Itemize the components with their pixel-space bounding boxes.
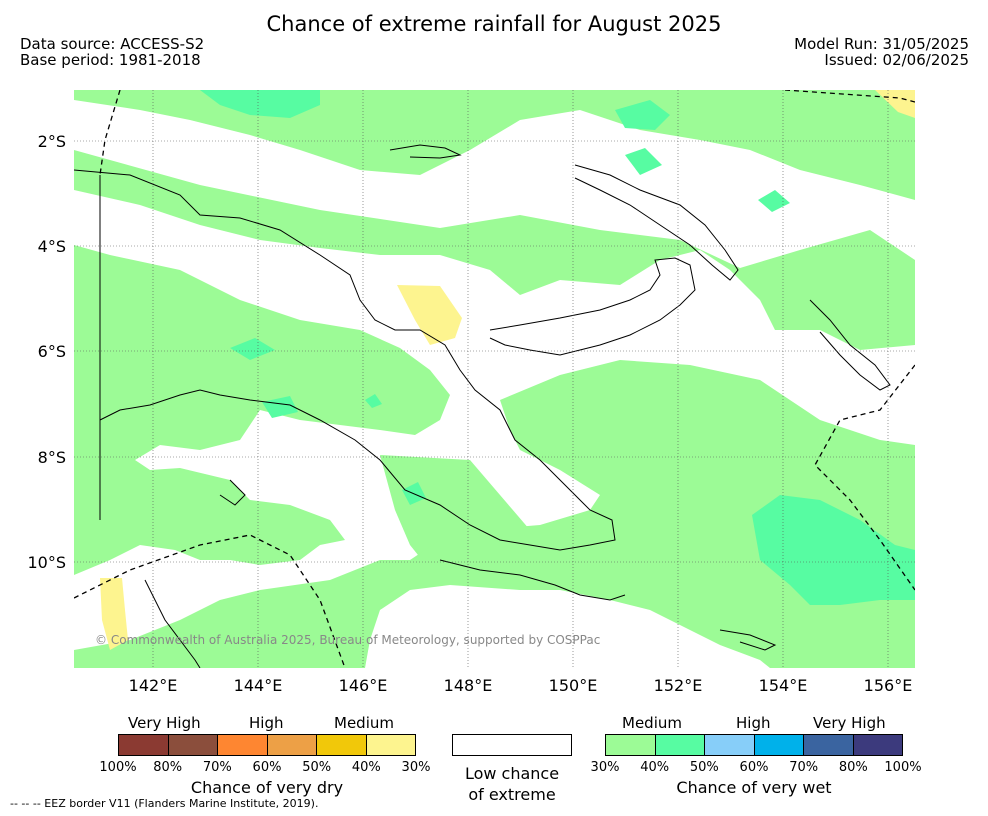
legend-wet-caption: Chance of very wet xyxy=(676,778,832,797)
legend-tick-label: 60% xyxy=(252,760,282,775)
legend-swatch xyxy=(655,735,705,755)
longitude-labels: 142°E 144°E 146°E 148°E 150°E 152°E 154°E 156°E xyxy=(129,676,913,695)
legend-dry-caption: Chance of very dry xyxy=(190,778,344,797)
eez-border-west xyxy=(99,90,121,176)
legend-swatch xyxy=(218,735,268,755)
wet-high-area-southeast xyxy=(752,495,915,605)
header-left: Data source: ACCESS-S2 Base period: 1981… xyxy=(20,36,204,68)
longitude-label: 150°E xyxy=(549,676,598,695)
legend-tick-label: 40% xyxy=(351,760,381,775)
wet-high-area-1 xyxy=(200,90,320,118)
legend-dry-very-high: Very High xyxy=(128,714,201,732)
latitude-label: 6°S xyxy=(38,342,66,361)
legend-wet-colorbar xyxy=(605,734,903,756)
wet-high-area-4 xyxy=(758,190,790,212)
dry-low-area-1 xyxy=(397,285,462,345)
legend-tick-label: 30% xyxy=(401,760,431,775)
latitude-label: 10°S xyxy=(27,553,66,572)
legend-tick-label: 70% xyxy=(789,760,819,775)
legend-swatch xyxy=(606,735,656,755)
legend-tick-label: 50% xyxy=(302,760,332,775)
legend-dry-medium: Medium xyxy=(334,714,394,732)
legend-tick-label: 70% xyxy=(202,760,232,775)
legend-swatch xyxy=(705,735,755,755)
legend-dry-high: High xyxy=(249,714,284,732)
coastline xyxy=(74,144,891,668)
wet-medium-area-southeast xyxy=(74,360,915,668)
latitude-label: 8°S xyxy=(38,448,66,467)
south-png-coast xyxy=(439,559,626,601)
legend-wet-medium: Medium xyxy=(622,714,682,732)
wet-high-area-2 xyxy=(615,100,670,130)
legend-tick-label: 100% xyxy=(99,760,137,775)
legend-swatch xyxy=(853,735,902,755)
wet-medium-area-north-strip xyxy=(74,150,915,350)
longitude-label: 156°E xyxy=(864,676,913,695)
data-source-text: Data source: ACCESS-S2 xyxy=(20,35,205,53)
eez-border xyxy=(74,90,915,668)
legend-swatch xyxy=(317,735,367,755)
graticule xyxy=(74,90,915,668)
legend-tick-label: 80% xyxy=(153,760,183,775)
legend-swatch xyxy=(119,735,169,755)
dry-low-area-3 xyxy=(100,578,128,650)
longitude-label: 144°E xyxy=(234,676,283,695)
copyright-text: © Commonwealth of Australia 2025, Bureau… xyxy=(95,633,601,647)
eez-border-east xyxy=(784,90,915,591)
issued-text: Issued: 02/06/2025 xyxy=(824,51,969,69)
model-run-text: Model Run: 31/05/2025 xyxy=(794,35,969,53)
map-title: Chance of extreme rainfall for August 20… xyxy=(266,12,722,36)
wet-high-area-6 xyxy=(262,396,298,418)
legend-swatch xyxy=(804,735,854,755)
legend-tick-label: 30% xyxy=(590,760,620,775)
legend-swatch xyxy=(366,735,415,755)
new-ireland-coast xyxy=(574,164,739,281)
torres-strait-coast xyxy=(219,479,246,506)
wet-high-area-8 xyxy=(365,394,382,408)
legend-low-swatch xyxy=(452,734,572,756)
cape-york-coast xyxy=(144,579,201,668)
base-period-text: Base period: 1981-2018 xyxy=(20,51,201,69)
new-britain-coast xyxy=(489,257,696,356)
latitude-labels: 2°S 4°S 6°S 8°S 10°S xyxy=(27,132,66,572)
longitude-label: 148°E xyxy=(444,676,493,695)
legend-wet-high: High xyxy=(736,714,771,732)
eez-note: -- -- -- EEZ border V11 (Flanders Marine… xyxy=(10,797,319,810)
legend-wet-very-high: Very High xyxy=(813,714,886,732)
wet-high-area-3 xyxy=(625,148,662,175)
legend-low-caption-1: Low chance xyxy=(464,764,560,783)
longitude-label: 154°E xyxy=(759,676,808,695)
wet-medium-area-west xyxy=(74,245,450,575)
legend-tick-label: 100% xyxy=(884,760,922,775)
legend-swatch xyxy=(267,735,317,755)
longitude-label: 152°E xyxy=(654,676,703,695)
legend-tick-label: 80% xyxy=(838,760,868,775)
map-field xyxy=(74,90,915,668)
louisiade-coast xyxy=(719,629,777,651)
legend-low-caption-2: of extreme xyxy=(468,785,556,804)
wet-high-area-5 xyxy=(230,338,275,360)
latitude-label: 2°S xyxy=(38,132,66,151)
bougainville-coast xyxy=(809,299,891,391)
legend-tick-label: 50% xyxy=(689,760,719,775)
longitude-label: 142°E xyxy=(129,676,178,695)
new-guinea-coast xyxy=(74,169,616,551)
legend-dry-colorbar xyxy=(118,734,416,756)
manus-coast xyxy=(389,144,462,159)
longitude-label: 146°E xyxy=(339,676,388,695)
latitude-label: 4°S xyxy=(38,237,66,256)
legend-tick-label: 40% xyxy=(640,760,670,775)
legend-swatch xyxy=(168,735,218,755)
legend-tick-label: 60% xyxy=(739,760,769,775)
header-right: Model Run: 31/05/2025 Issued: 02/06/2025 xyxy=(794,36,969,68)
legend-swatch xyxy=(754,735,804,755)
